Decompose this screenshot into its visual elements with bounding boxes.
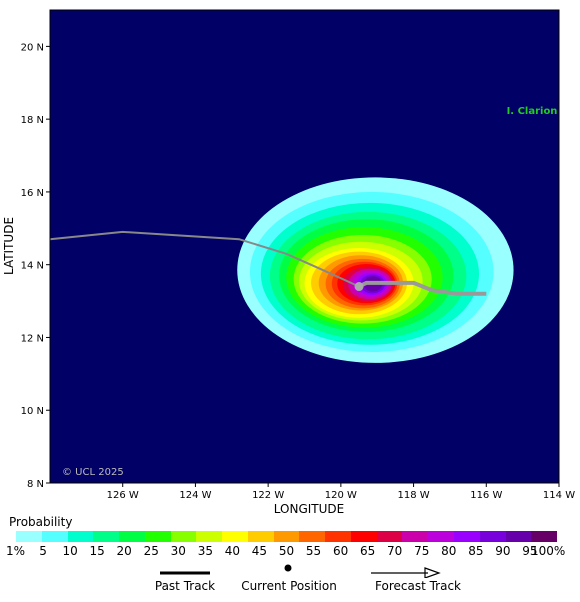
x-tick-label: 120 W (325, 490, 357, 501)
legend-swatch (350, 531, 377, 542)
forecast-track-line (358, 280, 487, 296)
legend-swatch (67, 531, 94, 542)
legend-scale-label: 5 (39, 544, 47, 558)
legend-scale-label: 95 (522, 544, 538, 558)
legend-swatch (531, 531, 558, 542)
legend-swatch (273, 531, 300, 542)
legend-scale-label: 60 (332, 544, 349, 558)
forecast-track-label: Forecast Track (375, 579, 461, 593)
legend-scale-label: 30 (170, 544, 186, 558)
legend-swatch (376, 531, 403, 542)
forecast-track-key: Forecast Track (348, 560, 488, 600)
x-tick-label: 114 W (543, 490, 575, 501)
past-track-key: Past Track (115, 560, 255, 600)
current-position-key: Current Position (219, 560, 359, 600)
legend-scale-label: 75 (414, 544, 430, 558)
y-axis-ticks: 8 N 10 N 12 N 14 N 16 N 18 N 20 N (21, 42, 50, 490)
legend-swatch (454, 531, 480, 542)
legend-swatch (144, 531, 171, 542)
y-tick-label: 20 N (21, 42, 44, 53)
legend-scale-label: 85 (468, 544, 484, 558)
x-axis-ticks: 126 W 124 W 122 W 120 W 118 W 116 W 114 W (107, 483, 575, 501)
legend-scale-label: 40 (224, 544, 241, 558)
legend-scale-label: 100% (531, 544, 566, 558)
x-tick-label: 124 W (179, 490, 211, 501)
island-label: I. Clarion (507, 106, 558, 117)
legend-scale-label: 80 (441, 544, 457, 558)
y-tick-label: 18 N (21, 115, 44, 126)
map-canvas: 126 W 124 W 122 W 120 W 118 W 116 W 114 W 8 N 1… (2, 9, 575, 516)
legend-title: Probability (9, 515, 73, 529)
legend-swatch (196, 531, 223, 542)
x-tick-label: 116 W (470, 490, 502, 501)
y-axis-title: LATITUDE (2, 217, 16, 275)
legend-swatch (119, 531, 145, 542)
current-position-marker (354, 282, 364, 292)
legend-scale-label: 55 (305, 544, 322, 558)
y-tick-label: 12 N (21, 333, 44, 344)
probability-field (237, 177, 514, 363)
legend-swatch (479, 531, 506, 542)
past-track-label: Past Track (154, 579, 216, 593)
legend-scale-label: 90 (495, 544, 511, 558)
legend-scale-label: 10 (62, 544, 78, 558)
legend-swatch (247, 531, 274, 542)
current-position-icon (284, 564, 292, 572)
legend-swatch (402, 531, 429, 542)
copyright-label: © UCL 2025 (62, 467, 124, 478)
legend-swatch (299, 531, 326, 542)
y-tick-label: 8 N (27, 479, 44, 490)
track-key: Past Track Current Position Forecast Tra… (0, 560, 580, 602)
legend-swatch (325, 531, 351, 542)
legend-scale-labels: 1% 5 10 15 20 25 30 35 40 45 50 55 60 65 70 75 80 85 90 95 1… (0, 544, 580, 558)
map-figure: 126 W 124 W 122 W 120 W 118 W 116 W 114 W 8 N 1… (2, 9, 575, 516)
legend-swatch (505, 531, 532, 542)
legend-scale-label: 65 (360, 544, 376, 558)
past-track-line (49, 230, 360, 288)
y-tick-label: 10 N (21, 406, 44, 417)
legend-color-bar (16, 531, 558, 542)
legend-scale-label: 45 (251, 544, 268, 558)
legend-swatch (93, 531, 120, 542)
x-axis-title: LONGITUDE (274, 502, 344, 516)
y-tick-label: 14 N (21, 261, 44, 272)
map-border (49, 9, 560, 484)
legend-swatch (222, 531, 248, 542)
legend-scale-label: 1% (6, 544, 26, 558)
current-position-label: Current Position (241, 579, 337, 593)
legend-scale-label: 20 (116, 544, 132, 558)
legend-swatch (16, 531, 42, 542)
legend-scale-label: 50 (278, 544, 295, 558)
storm-tracks (49, 230, 487, 296)
legend-scale-label: 35 (197, 544, 213, 558)
forecast-track-icon (371, 567, 441, 579)
legend: Probability 1% 5 10 15 20 25 30 35 40 45 50 55 60 65 7… (0, 514, 580, 602)
legend-scale-label: 25 (143, 544, 159, 558)
legend-swatch (170, 531, 197, 542)
y-tick-label: 16 N (21, 188, 44, 199)
legend-swatch (428, 531, 455, 542)
past-track-icon (160, 571, 210, 575)
x-tick-label: 118 W (397, 490, 429, 501)
x-tick-label: 126 W (107, 490, 139, 501)
legend-scale-label: 70 (387, 544, 403, 558)
legend-scale-label: 15 (89, 544, 105, 558)
x-tick-label: 122 W (252, 490, 284, 501)
legend-swatch (41, 531, 68, 542)
